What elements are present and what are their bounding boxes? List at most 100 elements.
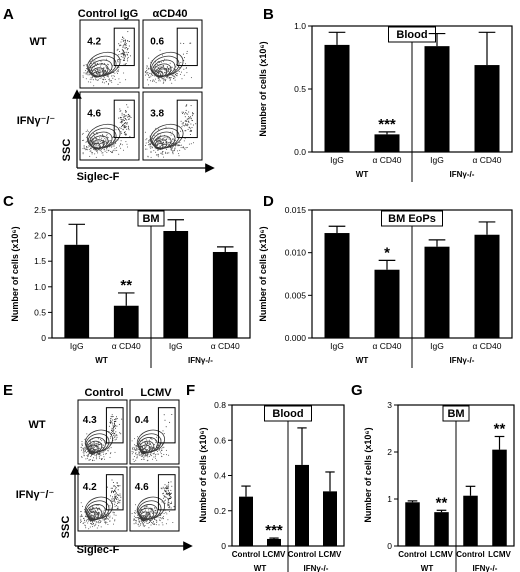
flow-dot — [150, 66, 152, 68]
flow-dot — [173, 150, 175, 152]
flow-gate-dot — [116, 418, 118, 420]
flow-dot — [160, 439, 162, 441]
flow-dot — [188, 143, 190, 145]
flow-gate-dot — [118, 117, 120, 119]
flow-gate-dot — [125, 123, 127, 125]
flow-dot — [113, 523, 114, 525]
flow-dot — [102, 514, 104, 516]
flow-dot — [146, 66, 148, 68]
flow-dot — [150, 443, 152, 445]
flow-dot — [175, 144, 177, 146]
flow-dot — [109, 453, 111, 455]
flow-gate-dot — [171, 414, 173, 415]
flow-dot — [146, 72, 148, 74]
flow-dot — [112, 77, 114, 79]
flow-dot — [100, 458, 102, 460]
flow-dot — [153, 75, 155, 77]
chart-b-bar-4 — [474, 65, 500, 152]
flow-dot — [87, 455, 89, 457]
flow-dot — [147, 450, 149, 452]
flow-dot — [138, 438, 140, 440]
flow-dot — [98, 67, 100, 69]
flow-dot — [154, 450, 155, 452]
flow-dot — [141, 517, 143, 519]
flow-dot — [83, 517, 85, 519]
flow-dot — [179, 142, 181, 143]
flow-gate-dot — [124, 125, 125, 127]
flow-dot — [92, 460, 93, 462]
flow-dot — [82, 523, 84, 524]
flow-dot — [143, 511, 145, 513]
flow-dot — [162, 518, 164, 520]
flow-dot — [154, 448, 156, 450]
flow-dot — [100, 141, 101, 143]
flow-dot — [156, 70, 157, 72]
flow-dot — [156, 449, 158, 451]
flow-dot — [81, 449, 82, 451]
flow-dot — [120, 140, 122, 142]
flow-dot — [111, 517, 113, 519]
flow-gate-dot — [115, 493, 117, 495]
flow-e-col-header-lcmv: LCMV — [140, 387, 172, 399]
flow-dot — [134, 513, 136, 514]
flow-dot — [159, 73, 161, 75]
flow-gate-dot — [129, 118, 131, 120]
chart-c-bar-4 — [212, 251, 238, 338]
flow-gate-dot — [190, 42, 192, 44]
flow-dot — [96, 146, 98, 148]
flow-gate-dot — [110, 500, 112, 502]
flow-dot — [101, 68, 103, 70]
flow-dot — [91, 452, 93, 454]
flow-dot — [146, 523, 148, 524]
flow-dot — [97, 132, 98, 134]
flow-dot — [152, 442, 154, 444]
flow-dot — [94, 153, 96, 155]
flow-dot — [156, 522, 158, 523]
flow-gate-dot — [111, 434, 113, 435]
flow-dot — [89, 71, 90, 73]
flow-dot — [152, 79, 154, 81]
chart-d-bar-3 — [424, 246, 450, 338]
flow-gate-dot — [166, 488, 168, 490]
flow-dot — [160, 149, 162, 150]
chart-c-bar-1 — [64, 244, 90, 338]
flow-dot — [91, 147, 93, 149]
flow-dot — [87, 514, 89, 516]
flow-dot — [139, 514, 141, 516]
flow-dot — [155, 143, 157, 145]
flow-dot — [136, 457, 138, 459]
flow-dot — [106, 151, 108, 153]
flow-dot — [150, 80, 151, 82]
flow-gate-dot — [180, 42, 182, 44]
flow-dot — [86, 433, 88, 435]
flow-dot — [125, 79, 127, 81]
chart-d-group-2: IFNγ-/- — [450, 356, 475, 365]
flow-dot — [157, 451, 158, 452]
flow-dot — [163, 75, 165, 77]
flow-dot — [144, 517, 146, 519]
flow-dot — [95, 513, 96, 515]
flow-gate-dot — [185, 124, 187, 126]
flow-dot — [167, 77, 169, 79]
flow-dot — [146, 514, 148, 516]
flow-dot — [131, 453, 133, 455]
flow-gate-dot — [170, 496, 172, 498]
flow-gate-dot — [124, 40, 126, 42]
flow-gate-dot — [167, 503, 169, 505]
flow-dot — [137, 515, 139, 516]
flow-dot — [148, 442, 150, 443]
flow-dot — [86, 147, 88, 149]
flow-dot — [132, 446, 134, 448]
flow-dot — [158, 138, 160, 140]
flow-dot — [96, 521, 98, 523]
flow-dot — [92, 517, 94, 519]
chart-g-ylabel: Number of cells (x10⁶) — [363, 427, 373, 522]
flow-dot — [147, 522, 149, 524]
flow-dot — [108, 79, 110, 81]
flow-dot — [147, 452, 149, 454]
flow-dot — [84, 524, 86, 526]
flow-dot — [179, 149, 181, 151]
flow-gate-dot — [112, 416, 114, 417]
flow-dot — [144, 509, 146, 511]
flow-dot — [138, 525, 140, 527]
